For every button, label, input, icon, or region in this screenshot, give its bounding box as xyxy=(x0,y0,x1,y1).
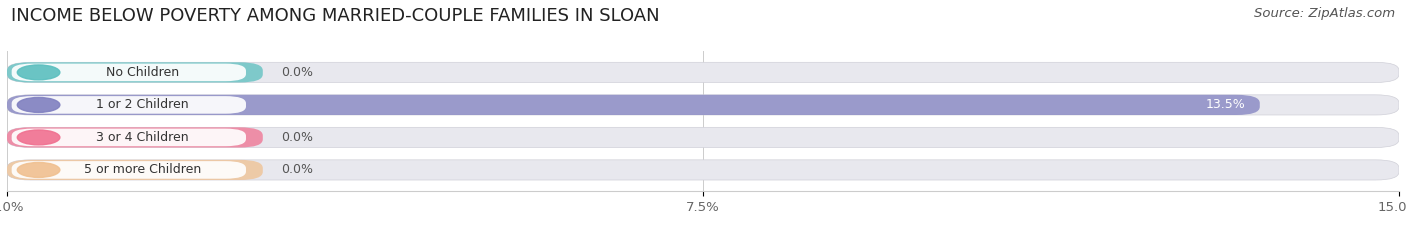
Text: No Children: No Children xyxy=(107,66,180,79)
FancyBboxPatch shape xyxy=(7,95,1399,115)
Text: INCOME BELOW POVERTY AMONG MARRIED-COUPLE FAMILIES IN SLOAN: INCOME BELOW POVERTY AMONG MARRIED-COUPL… xyxy=(11,7,659,25)
FancyBboxPatch shape xyxy=(11,129,246,146)
FancyBboxPatch shape xyxy=(11,96,246,114)
Text: 0.0%: 0.0% xyxy=(281,163,314,176)
FancyBboxPatch shape xyxy=(7,160,263,180)
FancyBboxPatch shape xyxy=(7,127,263,147)
Circle shape xyxy=(17,130,60,145)
Circle shape xyxy=(17,97,60,112)
FancyBboxPatch shape xyxy=(7,62,263,82)
FancyBboxPatch shape xyxy=(11,64,246,81)
Text: 3 or 4 Children: 3 or 4 Children xyxy=(97,131,188,144)
FancyBboxPatch shape xyxy=(7,160,1399,180)
Circle shape xyxy=(17,162,60,177)
Text: 1 or 2 Children: 1 or 2 Children xyxy=(97,98,188,111)
Text: 5 or more Children: 5 or more Children xyxy=(84,163,201,176)
Text: Source: ZipAtlas.com: Source: ZipAtlas.com xyxy=(1254,7,1395,20)
FancyBboxPatch shape xyxy=(7,127,1399,147)
FancyBboxPatch shape xyxy=(7,62,1399,82)
Text: 13.5%: 13.5% xyxy=(1206,98,1246,111)
Circle shape xyxy=(17,65,60,80)
FancyBboxPatch shape xyxy=(7,95,1260,115)
Text: 0.0%: 0.0% xyxy=(281,131,314,144)
FancyBboxPatch shape xyxy=(11,161,246,179)
Text: 0.0%: 0.0% xyxy=(281,66,314,79)
